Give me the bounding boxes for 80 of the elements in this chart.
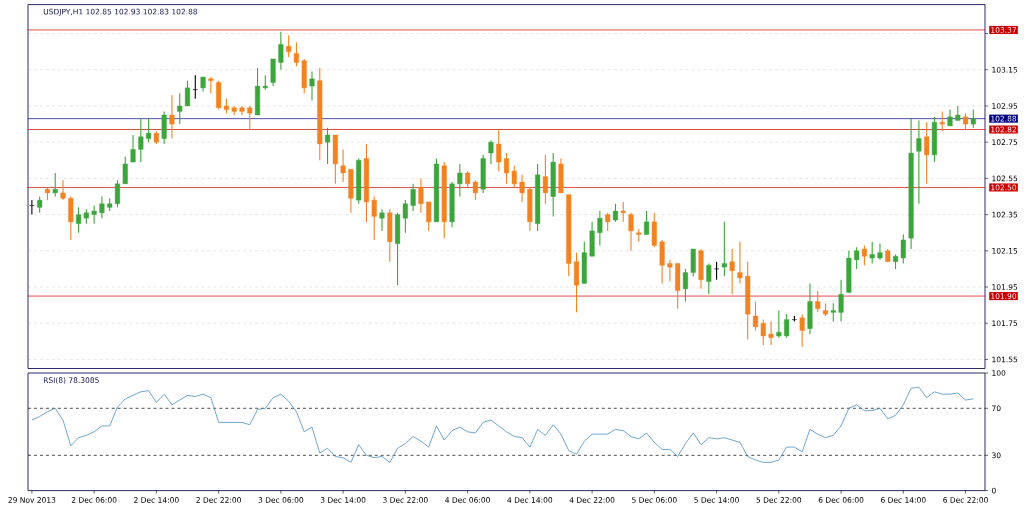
candlestick: [799, 313, 805, 348]
candlestick: [931, 116, 937, 163]
candlestick: [667, 259, 673, 283]
candlestick: [301, 58, 307, 94]
candlestick: [963, 112, 969, 131]
candlestick: [822, 302, 829, 317]
candlestick: [371, 195, 377, 241]
candlestick: [854, 246, 860, 270]
candlestick: [768, 320, 774, 346]
candlestick: [776, 310, 782, 339]
candlestick: [325, 127, 331, 165]
candlestick: [651, 212, 657, 248]
candlestick: [441, 161, 447, 239]
candlestick: [612, 203, 618, 223]
candlestick: [752, 300, 759, 332]
candlestick: [387, 208, 393, 263]
candlestick: [714, 261, 720, 281]
candlestick: [146, 118, 152, 143]
candlestick: [161, 110, 167, 145]
candlestick: [620, 201, 626, 223]
candlestick: [153, 130, 159, 145]
candlestick: [581, 241, 587, 284]
candlestick: [815, 290, 821, 313]
candlestick: [511, 165, 517, 188]
candlestick: [644, 210, 650, 236]
candlestick: [542, 154, 548, 205]
candlestick: [682, 268, 688, 303]
candlestick: [231, 105, 237, 116]
candlestick: [970, 109, 976, 129]
candlestick: [169, 94, 175, 140]
candlestick: [340, 148, 346, 183]
candlestick: [192, 74, 198, 100]
candlestick: [286, 34, 292, 58]
candlestick: [519, 174, 525, 203]
candlestick: [861, 244, 867, 266]
candlestick: [356, 157, 362, 205]
candlestick: [91, 205, 97, 225]
candlestick: [60, 179, 66, 201]
candlestick: [293, 42, 299, 67]
candlestick: [706, 262, 712, 295]
candlestick: [869, 241, 875, 265]
candlestick: [332, 134, 338, 185]
candlestick: [68, 195, 74, 241]
candlestick: [760, 319, 766, 346]
candlestick: [939, 110, 945, 132]
candlestick: [138, 118, 144, 163]
candlestick: [122, 156, 128, 185]
candlestick: [433, 157, 440, 223]
candlestick: [309, 71, 315, 102]
candlestick: [535, 163, 541, 232]
candlestick: [52, 172, 58, 198]
candlestick: [177, 92, 183, 125]
candlestick: [784, 313, 790, 339]
candlestick: [566, 194, 572, 277]
candlestick: [44, 186, 50, 201]
candlestick: [363, 143, 369, 223]
candlestick: [574, 252, 580, 313]
candlestick: [924, 121, 930, 185]
candlestick: [480, 154, 486, 194]
candlestick: [721, 221, 727, 277]
candlestick: [527, 186, 533, 232]
candlestick: [379, 208, 385, 232]
candlestick: [745, 261, 751, 341]
candlestick: [496, 128, 502, 172]
candlestick: [457, 163, 463, 198]
candlestick: [317, 67, 323, 161]
candlestick: [877, 243, 883, 261]
candlestick: [675, 262, 681, 310]
candlestick: [200, 76, 206, 93]
candlestick: [550, 152, 556, 217]
candlestick: [830, 302, 836, 322]
candlestick: [247, 105, 253, 131]
candlestick: [690, 248, 696, 277]
candlestick: [636, 228, 642, 243]
candlestick: [947, 109, 953, 127]
candlestick: [426, 201, 432, 232]
candlestick: [737, 241, 743, 284]
candlestick: [239, 105, 245, 116]
candlestick: [885, 248, 891, 263]
candlestick: [605, 212, 611, 232]
